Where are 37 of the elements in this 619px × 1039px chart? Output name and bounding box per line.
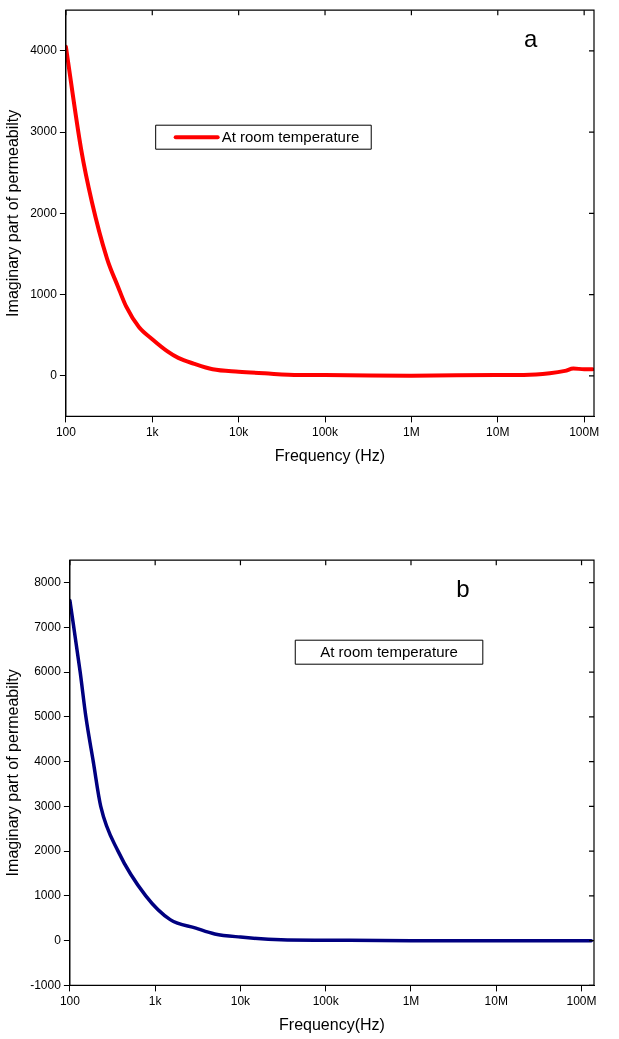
x-tick-label: 100k [312, 424, 340, 439]
y-tick-label: 6000 [34, 664, 62, 679]
y-tick-label: -1000 [30, 977, 62, 992]
x-tick-label: 1k [148, 993, 163, 1008]
y-tick-label: 2000 [30, 205, 58, 220]
x-tick-label: 100 [59, 993, 81, 1008]
y-tick-label: 0 [50, 368, 58, 383]
y-tick-label: 3000 [30, 124, 58, 139]
annotation: b [456, 574, 470, 602]
y-tick-label: 1000 [30, 286, 58, 301]
x-tick-label: 10M [486, 424, 510, 439]
x-axis-title: Frequency(Hz) [279, 1015, 385, 1033]
y-tick-label: 2000 [34, 843, 62, 858]
legend-label: At room temperature [221, 128, 360, 146]
x-tick-label: 100 [55, 424, 77, 439]
x-tick-label: 1M [402, 993, 420, 1008]
x-tick-label: 10k [228, 424, 250, 439]
x-tick-label: 1k [145, 424, 160, 439]
x-tick-label: 100k [312, 993, 340, 1008]
y-tick-label: 3000 [34, 798, 62, 813]
annotation: a [523, 24, 538, 52]
x-tick-label: 100M [569, 424, 600, 439]
x-axis-title: Frequency (Hz) [274, 446, 386, 464]
y-axis-title: Imaginary part of permeabilty [4, 109, 22, 317]
y-tick-label: 7000 [34, 619, 62, 634]
annotation: At room temperature [320, 643, 458, 661]
y-tick-label: 8000 [34, 574, 62, 589]
x-tick-label: 1M [403, 424, 420, 439]
x-tick-label: 10k [230, 993, 252, 1008]
y-axis-title: Imaginary part of permeabilty [4, 669, 22, 877]
y-tick-label: 4000 [30, 43, 58, 58]
y-tick-label: 1000 [34, 888, 62, 903]
y-tick-label: 5000 [34, 709, 62, 724]
y-tick-label: 4000 [34, 753, 62, 768]
y-tick-label: 0 [54, 932, 62, 947]
x-tick-label: 100M [566, 993, 597, 1008]
x-tick-label: 10M [484, 993, 508, 1008]
